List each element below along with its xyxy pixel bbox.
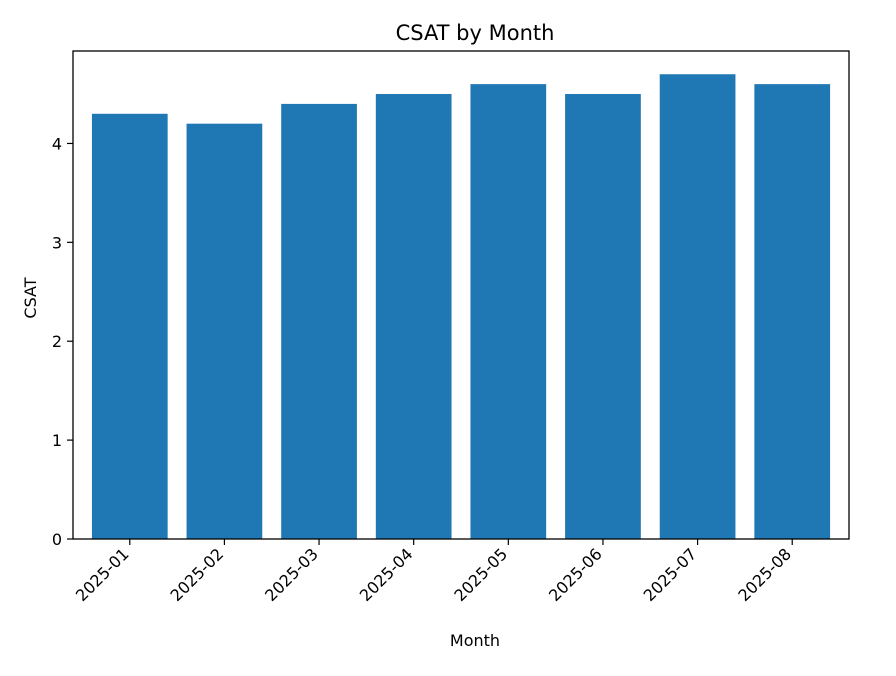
plot-frame xyxy=(72,50,850,540)
x-tick-label: 2025-06 xyxy=(545,544,606,605)
bar-2025-06 xyxy=(565,94,641,540)
y-tick-label: 4 xyxy=(52,134,62,153)
bar-2025-01 xyxy=(91,113,168,539)
y-axis-label: CSAT xyxy=(21,277,40,318)
x-axis-ticks: 2025-01 2025-02 2025-03 2025-04 2025-05 2025-… xyxy=(72,539,795,605)
x-tick-label: 2025-02 xyxy=(167,544,228,605)
x-tick-label: 2025-08 xyxy=(734,544,795,605)
x-tick-label: 2025-01 xyxy=(72,544,133,605)
y-tick-label: 3 xyxy=(52,233,62,252)
x-axis-label: Month xyxy=(450,631,500,650)
y-tick-label: 2 xyxy=(52,332,62,351)
y-tick-label: 0 xyxy=(52,530,62,549)
chart-title: CSAT by Month xyxy=(396,21,555,45)
bars-layer xyxy=(91,74,831,540)
x-tick-label: 2025-04 xyxy=(356,544,417,605)
bar-2025-05 xyxy=(470,84,547,539)
x-tick-label: 2025-07 xyxy=(640,544,701,605)
bar-2025-08 xyxy=(754,84,831,539)
bar-2025-04 xyxy=(375,94,452,540)
y-axis-ticks: 0 1 2 3 4 xyxy=(52,134,73,549)
x-tick-label: 2025-03 xyxy=(261,544,322,605)
bar-2025-02 xyxy=(186,123,263,540)
bar-2025-03 xyxy=(281,103,357,540)
x-tick-label: 2025-05 xyxy=(450,544,511,605)
bar-2025-07 xyxy=(659,74,736,540)
y-tick-label: 1 xyxy=(52,431,62,450)
